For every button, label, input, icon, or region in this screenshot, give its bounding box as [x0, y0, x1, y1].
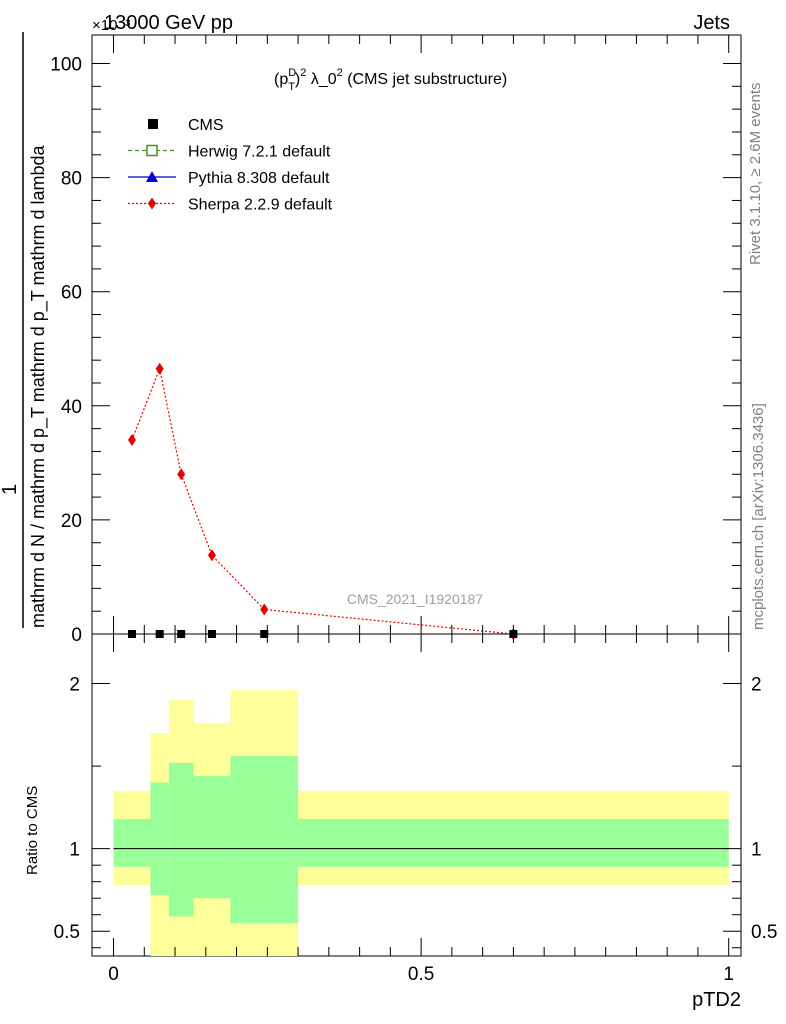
main-ytick-label: 80 [61, 169, 82, 190]
process-label: Jets [693, 12, 730, 34]
ratio-bands [113, 690, 729, 956]
rivet-label: Rivet 3.1.10, ≥ 2.6M events [747, 83, 764, 266]
cms-point [260, 630, 269, 638]
ratio-ytick-label-left: 2 [69, 675, 80, 696]
ratio-ytick-label-right: 0.5 [751, 922, 777, 943]
legend-cms-marker [148, 119, 158, 129]
legend-pythia-marker [146, 171, 158, 182]
ratio-y-label: Ratio to CMS [24, 786, 41, 875]
ylabel-one: 1 [0, 484, 21, 495]
legend-label: Herwig 7.2.1 default [188, 144, 331, 161]
ratio-xtick-label: 0.5 [408, 964, 434, 985]
ratio-ytick-label-left: 1 [69, 840, 80, 861]
main-ytick-label: 0 [71, 625, 82, 646]
main-ytick-label: 40 [61, 397, 82, 418]
ratio-inner-band-3 [193, 776, 231, 899]
ratio-ytick-label-left: 0.5 [54, 922, 80, 943]
main-plot-title: (pD T)2 λ_02 (CMS jet substructure) [274, 67, 507, 93]
ratio-inner-band-0 [113, 818, 151, 867]
ratio-ytick-label-right: 1 [751, 840, 762, 861]
exponent-label: ×10⁻³ [92, 17, 130, 34]
main-ytick-label: 20 [61, 511, 82, 532]
cms-point [177, 630, 186, 638]
ylabel-numerator: mathrm d N / mathrm d p_T mathrm d p_T m… [28, 145, 49, 628]
ratio-inner-band-5 [298, 818, 729, 867]
ratio-inner-band-2 [168, 762, 194, 917]
ratio-xtick-label: 1 [723, 964, 734, 985]
axes-ticks: 0 20 40 60 80 100 0 0.5 1 0.5 0.5 1 1 2 2 [50, 35, 777, 985]
ratio-plot-frame [91, 633, 742, 957]
sherpa-point [155, 362, 164, 375]
main-y-axis-label: 1 mathrm d N / mathrm d p_T mathrm d p_T… [0, 32, 49, 628]
ratio-inner-band-4 [230, 756, 299, 923]
legend-label: CMS [188, 117, 224, 134]
main-ytick-label: 100 [50, 55, 82, 76]
legend: CMS Herwig 7.2.1 default Pythia 8.308 defa… [128, 117, 333, 214]
cms-point [127, 630, 136, 638]
sherpa-point [207, 549, 216, 562]
ratio-ytick-label-right: 2 [751, 675, 762, 696]
x-axis-label: pTD2 [692, 989, 741, 1011]
cms-point [207, 630, 216, 638]
ratio-inner-band-1 [150, 782, 169, 895]
legend-label: Sherpa 2.2.9 default [188, 197, 333, 214]
sherpa-point [260, 603, 269, 616]
energy-label: 13000 GeV pp [104, 12, 233, 34]
watermark: CMS_2021_I1920187 [347, 591, 483, 607]
mcplots-label: mcplots.cern.ch [arXiv:1306.3436] [750, 403, 767, 630]
cms-point [155, 630, 164, 638]
legend-herwig-marker [146, 144, 158, 157]
legend-label: Pythia 8.308 default [188, 170, 330, 187]
main-ytick-label: 60 [61, 283, 82, 304]
legend-sherpa-marker [148, 197, 156, 210]
sherpa-point [177, 468, 186, 481]
sherpa-point [127, 434, 136, 447]
ratio-xtick-label: 0 [108, 964, 119, 985]
